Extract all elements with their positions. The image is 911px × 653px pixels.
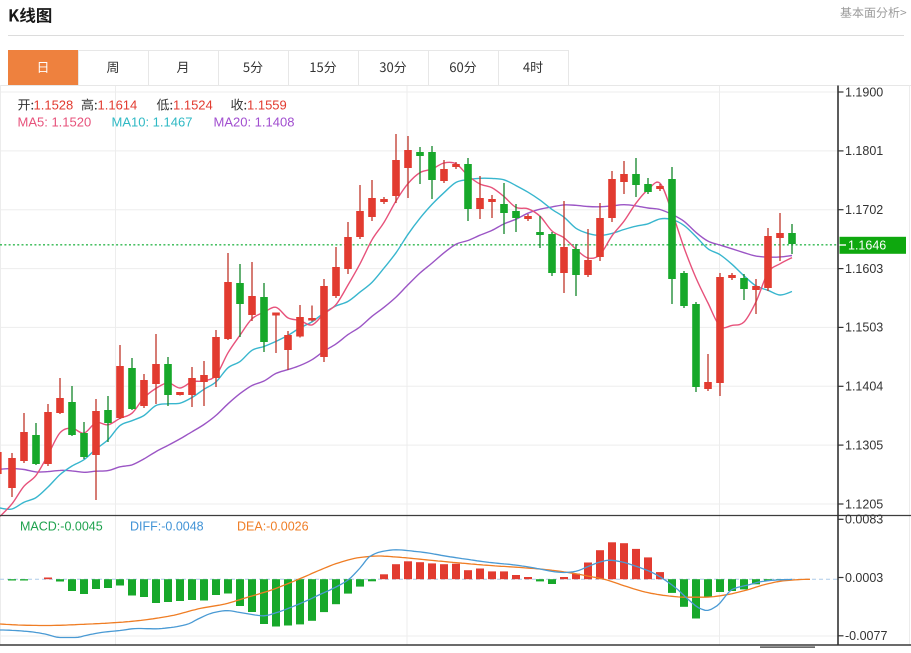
svg-text:0.0003: 0.0003: [845, 571, 883, 585]
svg-text:1.1603: 1.1603: [845, 262, 883, 276]
svg-text:1.1404: 1.1404: [845, 380, 883, 394]
svg-text:MA20: 1.1408: MA20: 1.1408: [214, 115, 295, 130]
svg-text:1.1559: 1.1559: [247, 98, 287, 113]
svg-text:1.1646: 1.1646: [848, 239, 886, 253]
svg-text:MA10: 1.1467: MA10: 1.1467: [112, 115, 193, 130]
svg-text:1.1524: 1.1524: [173, 98, 213, 113]
svg-text:MA5: 1.1520: MA5: 1.1520: [18, 115, 92, 130]
svg-text:1.1503: 1.1503: [845, 321, 883, 335]
svg-text:1.1900: 1.1900: [845, 85, 883, 99]
svg-text:1.1205: 1.1205: [845, 497, 883, 511]
svg-text:1.1801: 1.1801: [845, 144, 883, 158]
svg-text:1.1305: 1.1305: [845, 438, 883, 452]
svg-text:DIFF:-0.0048: DIFF:-0.0048: [130, 520, 204, 534]
svg-text:DEA:-0.0026: DEA:-0.0026: [237, 520, 309, 534]
svg-text:1.1614: 1.1614: [98, 98, 138, 113]
svg-text:1.1528: 1.1528: [34, 98, 74, 113]
svg-text:-0.0077: -0.0077: [845, 629, 887, 643]
svg-text:MACD:-0.0045: MACD:-0.0045: [20, 520, 103, 534]
svg-text:0.0083: 0.0083: [845, 513, 883, 527]
svg-text:1.1702: 1.1702: [845, 203, 883, 217]
